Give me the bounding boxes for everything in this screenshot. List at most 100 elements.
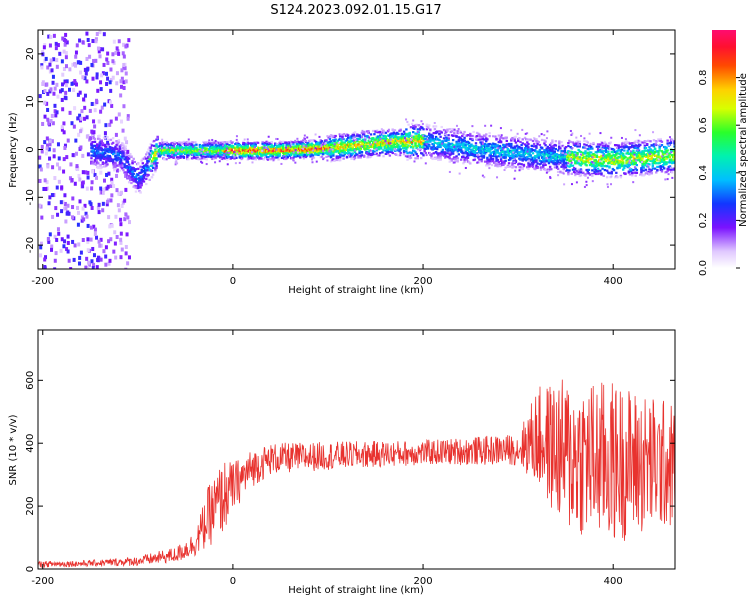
spectrogram-cell xyxy=(518,152,521,155)
spectrogram-cell xyxy=(464,143,467,147)
spectrogram-cell xyxy=(531,165,535,169)
spectrogram-cell xyxy=(54,41,58,46)
spectrogram-cell xyxy=(105,57,109,62)
spectrogram-cell xyxy=(60,127,64,132)
spectrogram-cell xyxy=(571,156,575,159)
spectrogram-cell xyxy=(47,239,51,244)
spectrogram-cell xyxy=(297,143,301,146)
spectrogram-cell xyxy=(78,113,82,118)
spectrogram-cell xyxy=(242,140,245,143)
spectrogram-cell xyxy=(448,157,451,160)
spectrogram-cell xyxy=(608,159,611,162)
spectrogram-cell xyxy=(397,132,400,136)
spectrogram-cell xyxy=(99,257,103,262)
spectrogram-cell xyxy=(143,156,147,159)
spectrogram-cell xyxy=(119,240,123,245)
spectrogram-cell xyxy=(596,167,600,170)
spectrogram-cell xyxy=(110,151,114,154)
spectrogram-cell xyxy=(631,171,634,175)
spectrogram-cell xyxy=(91,246,95,251)
spectrogram-cell xyxy=(341,141,344,144)
spectrogram-cell xyxy=(445,146,448,149)
spectrogram-cell xyxy=(244,145,247,148)
spectrogram-cell xyxy=(605,169,609,172)
spectrogram-cell xyxy=(81,170,85,175)
spectrogram-cell xyxy=(50,68,54,73)
spectrogram-cell xyxy=(596,162,600,165)
spectrogram-cell xyxy=(503,162,506,165)
spectrogram-cell xyxy=(134,178,138,181)
spectrogram-cell xyxy=(140,182,143,185)
spectrogram-cell xyxy=(119,231,123,236)
spectrogram-cell xyxy=(356,140,359,143)
spectrogram-cell xyxy=(641,165,644,168)
spectrogram-cell xyxy=(44,187,48,192)
spectrogram-cell xyxy=(554,159,558,162)
spectrogram-cell xyxy=(479,149,482,152)
spectrogram-cell xyxy=(40,63,44,68)
spectrogram-cell xyxy=(204,152,207,156)
spectrogram-cell xyxy=(114,165,117,168)
spectrogram-cell xyxy=(561,157,564,160)
spectrogram-cell xyxy=(629,161,633,164)
spectrogram-cell xyxy=(562,161,566,164)
spectrogram-cell xyxy=(378,136,382,139)
spectrogram-cell xyxy=(101,142,105,145)
spectrogram-cell xyxy=(624,172,627,176)
spectrogram-cell xyxy=(526,141,529,144)
spectrogram-cell xyxy=(56,227,60,232)
spectrogram-cell xyxy=(270,144,273,147)
spectrogram-cell xyxy=(440,125,443,129)
spectrogram-cell xyxy=(494,135,497,138)
spectrogram-cell xyxy=(415,132,418,135)
spectrogram-cell xyxy=(113,148,116,151)
spectrogram-cell xyxy=(332,158,335,161)
spectrogram-cell xyxy=(102,157,106,160)
spectrogram-cell xyxy=(155,143,158,146)
spectrogram-cell xyxy=(38,203,42,208)
spectrogram-cell xyxy=(81,153,85,158)
spectrogram-cell xyxy=(38,178,42,183)
spectrogram-cell xyxy=(48,195,52,200)
spectrogram-cell xyxy=(412,130,415,134)
spectrogram-cell xyxy=(214,144,218,147)
spectrogram-cell xyxy=(122,80,126,85)
spectrogram-cell xyxy=(269,145,272,148)
spectrogram-cell xyxy=(632,149,635,152)
spectrogram-cell xyxy=(148,157,151,161)
spectrogram-cell xyxy=(44,151,48,156)
spectrogram-cell xyxy=(451,152,455,155)
spectrogram-cell xyxy=(108,154,111,158)
spectrogram-cell xyxy=(122,42,126,47)
spectrogram-cell xyxy=(568,169,571,172)
spectrogram-cell xyxy=(397,144,400,147)
spectrogram-cell xyxy=(132,177,135,180)
spectrogram-cell xyxy=(617,162,620,165)
spectrogram-cell xyxy=(46,117,50,122)
spectrogram-cell xyxy=(507,142,511,146)
spectrogram-cell xyxy=(317,153,320,157)
spectrogram-cell xyxy=(97,202,101,207)
spectrogram-cell xyxy=(97,210,101,215)
spectrogram-cell xyxy=(401,133,405,136)
spectrogram-cell xyxy=(473,158,477,161)
spectrogram-cell xyxy=(526,156,529,159)
spectrogram-cell xyxy=(457,153,461,156)
spectrogram-cell xyxy=(540,151,544,154)
spectrogram-cell xyxy=(63,145,67,150)
spectrogram-cell xyxy=(505,136,508,139)
spectrogram-cell xyxy=(548,165,552,168)
spectrogram-cell xyxy=(369,139,373,142)
spectrogram-cell xyxy=(362,155,366,158)
spectrogram-cell xyxy=(73,243,77,248)
spectrogram-cell xyxy=(62,121,66,126)
spectrogram-cell xyxy=(124,212,128,217)
spectrogram-cell xyxy=(98,137,101,141)
spectrogram-cell xyxy=(585,144,588,147)
spectrogram-cell xyxy=(543,142,546,145)
spectrogram-cell xyxy=(526,138,529,141)
spectrogram-cell xyxy=(349,155,352,158)
spectrogram-cell xyxy=(93,160,97,163)
spectrogram-cell xyxy=(416,154,419,158)
spectrogram-cell xyxy=(254,144,257,147)
